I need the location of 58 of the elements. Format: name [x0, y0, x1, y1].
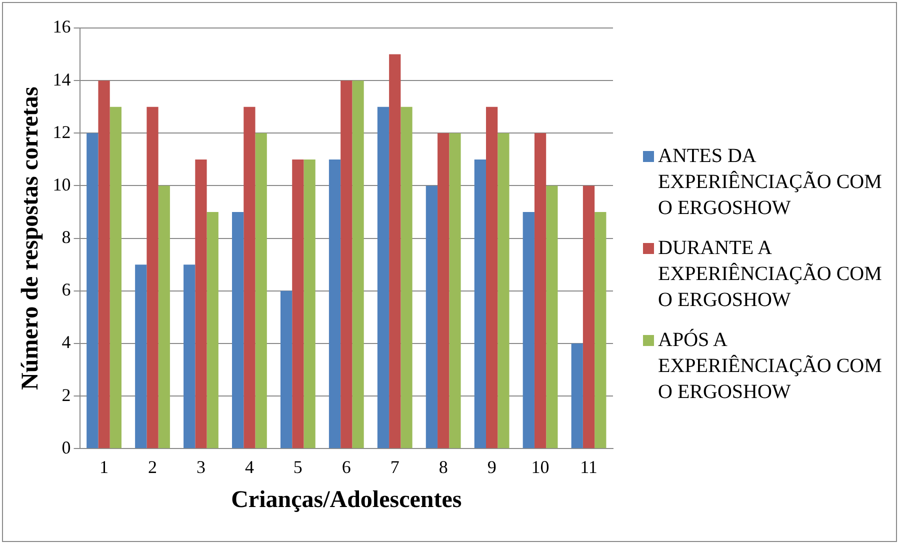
bar [135, 264, 147, 448]
bar [195, 159, 207, 448]
bar [244, 106, 256, 448]
y-tick-label: 0 [62, 437, 71, 458]
y-tick-label: 4 [62, 332, 71, 352]
y-axis-title: Número de respostas corretas [18, 86, 44, 390]
y-tick-label: 6 [62, 280, 71, 300]
bar [232, 212, 244, 448]
bar [255, 133, 267, 448]
y-tick-label: 16 [52, 16, 71, 37]
bar [400, 106, 412, 448]
bar [158, 186, 170, 448]
x-tick-label: 5 [293, 457, 302, 478]
bar [571, 343, 583, 448]
bar [377, 106, 390, 448]
bar [546, 186, 558, 448]
bar [352, 80, 364, 448]
x-axis-title: Crianças/Adolescentes [231, 486, 462, 513]
y-tick-label: 14 [52, 69, 71, 90]
bar [98, 80, 110, 448]
x-tick-label: 4 [244, 457, 254, 478]
bar [534, 133, 546, 448]
x-tick-label: 3 [196, 457, 206, 478]
x-tick-label: 10 [531, 457, 550, 478]
legend-label: ANTES DA EXPERIÊNCIAÇÃO COM O ERGOSHOW [658, 144, 883, 221]
bar [184, 264, 196, 448]
x-tick-label: 2 [148, 457, 158, 478]
bar [486, 106, 498, 448]
bar [582, 186, 595, 448]
bar [292, 159, 304, 448]
x-tick-label: 1 [100, 457, 109, 478]
bar [110, 106, 122, 448]
bar [498, 133, 510, 448]
bar [438, 133, 450, 448]
y-tick-label: 2 [62, 384, 71, 405]
bar [449, 133, 461, 448]
bar [340, 80, 352, 448]
x-tick-label: 7 [390, 457, 400, 478]
x-tick-label: 11 [580, 457, 598, 478]
x-tick-label: 6 [342, 457, 351, 478]
bar [86, 133, 98, 448]
bar [594, 212, 606, 448]
y-tick-label: 12 [52, 122, 71, 142]
bar [328, 159, 341, 448]
bar [206, 212, 218, 448]
bar [474, 159, 486, 448]
bar [522, 212, 534, 448]
y-tick-label: 8 [62, 227, 71, 248]
bar [280, 290, 292, 448]
bar [146, 106, 158, 448]
bar [389, 54, 401, 448]
bar [426, 186, 438, 448]
x-tick-label: 9 [487, 457, 496, 478]
legend-label: DURANTE A EXPERIÊNCIAÇÃO COM O ERGOSHOW [658, 236, 883, 313]
x-tick-label: 8 [438, 457, 448, 478]
legend-label: APÓS A EXPERIÊNCIAÇÃO COM O ERGOSHOW [658, 328, 883, 405]
bar [304, 159, 316, 448]
y-tick-label: 10 [52, 174, 71, 194]
